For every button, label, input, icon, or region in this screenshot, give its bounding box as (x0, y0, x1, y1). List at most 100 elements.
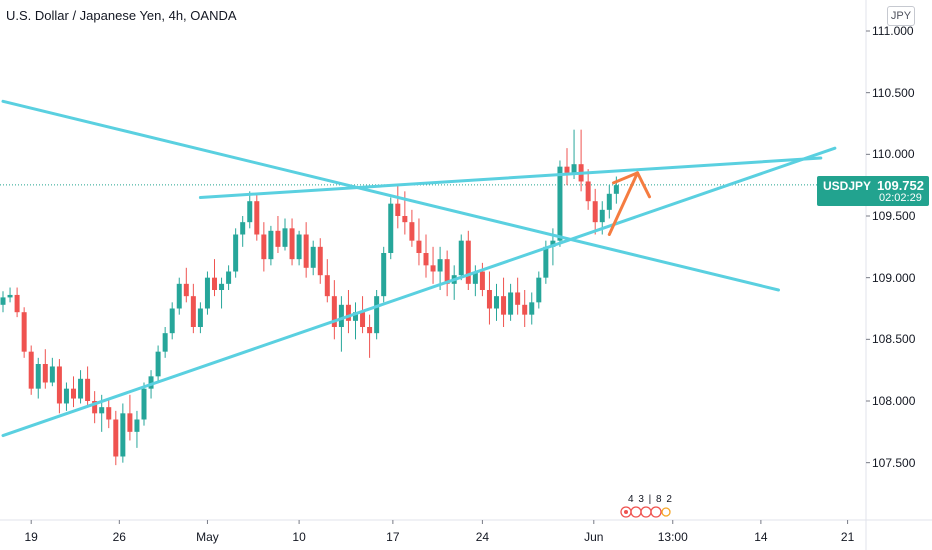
candle-body (508, 292, 514, 315)
candle-body (529, 302, 535, 315)
candle-body (197, 308, 203, 327)
candle-body (0, 297, 6, 305)
candle-body (338, 304, 344, 327)
trendline (1, 146, 837, 438)
candle-body (49, 366, 55, 383)
y-tick-label: 108.500 (872, 332, 916, 347)
trendline (198, 156, 823, 199)
candle-body (113, 419, 119, 457)
candle-body (78, 378, 84, 399)
candle-body (190, 296, 196, 327)
candle-body (381, 253, 387, 297)
events-count-text: 4 3 | 8 2 (628, 494, 673, 505)
candle-body (430, 265, 436, 272)
candle-body (42, 364, 48, 383)
candle-body (240, 222, 246, 235)
x-tick-label: 19 (24, 530, 38, 544)
candle-body (360, 312, 366, 327)
candle-body (564, 166, 570, 173)
candle-body (310, 246, 316, 268)
candle-body (585, 181, 591, 202)
currency-button[interactable]: JPY (887, 6, 915, 26)
candle-body (21, 312, 27, 352)
candle-body (226, 271, 232, 284)
projection-arrow-shaft (607, 171, 639, 236)
candle-body (606, 193, 612, 210)
x-tick-label: 10 (292, 530, 306, 544)
candle-body (437, 259, 443, 272)
candle-body (494, 296, 499, 309)
y-tick-label: 108.000 (872, 394, 916, 408)
x-tick-label: 21 (840, 530, 855, 544)
y-tick-label: 109.500 (872, 209, 916, 223)
candle-body (155, 351, 161, 377)
y-tick-label: 110.500 (872, 85, 915, 100)
x-tick-label: 17 (386, 530, 400, 544)
candle-body (374, 296, 380, 334)
candle-body (465, 240, 471, 284)
candle-body (550, 240, 556, 247)
candle-body (402, 216, 408, 223)
candle-body (458, 240, 464, 276)
x-tick-label: 24 (475, 530, 490, 544)
candle-body (536, 277, 542, 303)
candle-body (127, 413, 133, 432)
candle-body (515, 292, 521, 305)
candle-body (444, 259, 450, 284)
candle-body (395, 203, 401, 216)
candle-body (296, 234, 302, 260)
candle-body (28, 351, 34, 389)
candle-body (522, 304, 528, 315)
candle-body (14, 294, 20, 313)
candle-body (543, 246, 549, 278)
candle-body (472, 271, 478, 284)
candle-body (592, 201, 598, 223)
candle-body (141, 388, 147, 420)
candle-body (268, 230, 274, 260)
candle-body (92, 401, 98, 414)
price-tag-symbol: USDJPY (823, 179, 872, 193)
candle-body (599, 209, 605, 223)
candle-body (423, 253, 429, 266)
candle-body (571, 164, 577, 173)
candle-body (501, 296, 507, 315)
candle-body (303, 234, 309, 268)
candle-body (212, 277, 217, 290)
candle-body (247, 201, 253, 223)
candle-body (106, 407, 112, 420)
chart-title: U.S. Dollar / Japanese Yen, 4h, OANDA (6, 8, 237, 23)
candle-body (613, 185, 619, 194)
x-tick-label: 13:00 (657, 530, 688, 544)
candle-body (71, 388, 76, 399)
candle-body (148, 376, 154, 389)
candle-body (282, 228, 288, 247)
candle-body (233, 234, 239, 272)
candle-body (324, 275, 330, 297)
y-tick-label: 110.000 (872, 147, 915, 162)
x-tick-label: 14 (754, 530, 768, 544)
trendline (1, 99, 780, 292)
candle-body (479, 271, 485, 290)
candle-body (169, 308, 175, 334)
candle-body (176, 283, 182, 309)
events-flag-icon (620, 506, 671, 518)
candle-body (183, 283, 189, 297)
candle-body (275, 230, 281, 247)
candle-body (63, 388, 69, 404)
candle-body (7, 294, 13, 298)
candle-body (353, 312, 358, 321)
candle-body (204, 277, 210, 309)
candle-body (99, 407, 105, 414)
economic-events-marker[interactable]: 4 3 | 8 2 (616, 494, 680, 522)
candle-body (261, 234, 267, 260)
candle-body (162, 333, 168, 352)
candle-body (35, 364, 41, 389)
candle-body (120, 413, 126, 457)
price-tag-price: 109.752 (877, 178, 924, 193)
y-tick-label: 107.500 (872, 455, 916, 470)
candle-body (345, 304, 351, 321)
last-price-tag: USDJPY 109.752 02:02:29 (817, 176, 929, 206)
price-tag-countdown: 02:02:29 (879, 192, 922, 204)
